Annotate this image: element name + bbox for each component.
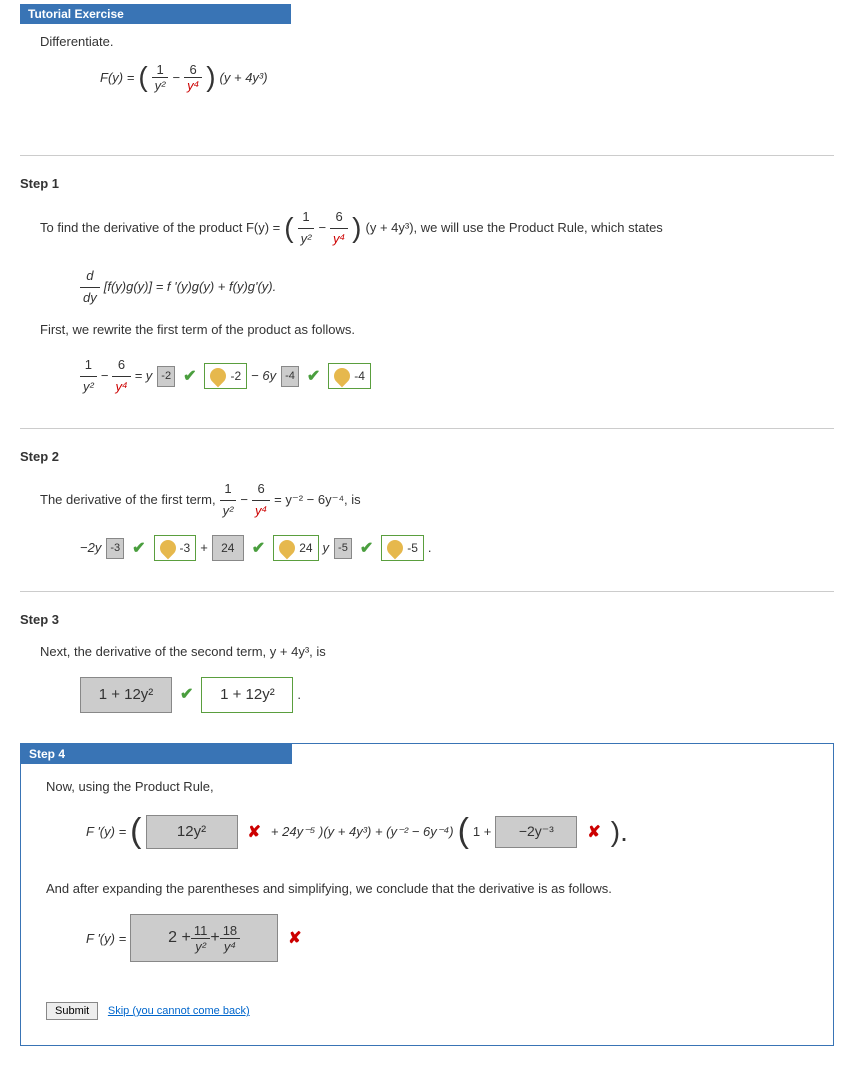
skip-link[interactable]: Skip (you cannot come back)	[108, 1005, 250, 1017]
step4-container: Step 4 Now, using the Product Rule, F '(…	[20, 743, 834, 1046]
step1-eq: = y	[135, 366, 153, 387]
step2-pre: −2y	[80, 538, 101, 559]
step1-key2: -4	[328, 363, 371, 389]
step1-key1: -2	[204, 363, 247, 389]
step2-mid: y	[323, 538, 330, 559]
step4-final-lhs: F '(y) =	[86, 931, 126, 946]
step2-k1: -3	[154, 535, 197, 561]
tutorial-header: Tutorial Exercise	[20, 4, 291, 24]
step4-title: Step 4	[21, 744, 292, 764]
key-icon	[276, 537, 299, 560]
instruction: Differentiate.	[40, 34, 814, 49]
step3-intro: Next, the derivative of the second term,…	[40, 642, 834, 663]
submit-button[interactable]: Submit	[46, 1002, 98, 1020]
step2-a2[interactable]: 24	[212, 535, 244, 561]
check-icon: ✔	[360, 536, 373, 562]
step4-final-ans[interactable]: 2 + 11y² + 18y⁴	[130, 914, 278, 962]
step4-intro: Now, using the Product Rule,	[46, 779, 808, 794]
problem-content: Differentiate. F(y) = ( 1y² − 6y⁴ ) (y +…	[0, 24, 854, 125]
step4-ans2[interactable]: −2y⁻³	[495, 816, 577, 848]
key-icon	[331, 365, 354, 388]
step1-ans1[interactable]: -2	[157, 366, 175, 388]
step2-k2: 24	[273, 535, 318, 561]
cross-icon: ✘	[248, 822, 261, 842]
check-icon: ✔	[180, 682, 193, 708]
cross-icon: ✘	[587, 822, 600, 842]
cross-icon: ✘	[288, 928, 301, 948]
key-icon	[156, 537, 179, 560]
check-icon: ✔	[252, 536, 265, 562]
step1-title: Step 1	[20, 176, 834, 191]
step2-title: Step 2	[20, 449, 834, 464]
step4-closing: ).	[611, 816, 628, 848]
step1-ans2[interactable]: -4	[281, 366, 299, 388]
check-icon: ✔	[183, 364, 196, 390]
step2-plus: +	[200, 538, 208, 559]
step1-intro-b: (y + 4y³), we will use the Product Rule,…	[366, 218, 663, 239]
product-rule: [f(y)g(y)] = f '(y)g(y) + f(y)g'(y).	[104, 277, 277, 298]
step3-title: Step 3	[20, 612, 834, 627]
step1-mid: − 6y	[251, 366, 276, 387]
step2-intro-b: = y⁻² − 6y⁻⁴, is	[274, 490, 361, 511]
step1-rewrite: First, we rewrite the first term of the …	[40, 320, 834, 341]
key-icon	[384, 537, 407, 560]
step3-key: 1 + 12y²	[201, 677, 293, 713]
step4-mid: + 24y⁻⁵ )(y + 4y³) + (y⁻² − 6y⁻⁴)	[271, 824, 454, 840]
step2-k3: -5	[381, 535, 424, 561]
step2-a3[interactable]: -5	[334, 538, 352, 560]
step4-expand: And after expanding the parentheses and …	[46, 881, 808, 896]
step4-lhs: F '(y) =	[86, 824, 126, 839]
step2-intro-a: The derivative of the first term,	[40, 490, 216, 511]
check-icon: ✔	[307, 364, 320, 390]
factor2: (y + 4y³)	[220, 70, 268, 85]
step3-ans[interactable]: 1 + 12y²	[80, 677, 172, 713]
step2-a1[interactable]: -3	[106, 538, 124, 560]
check-icon: ✔	[132, 536, 145, 562]
step1-intro-a: To find the derivative of the product F(…	[40, 218, 280, 239]
func-lhs: F(y) =	[100, 70, 134, 85]
key-icon	[207, 365, 230, 388]
step4-oneplus: 1 +	[473, 824, 491, 839]
step4-ans1[interactable]: 12y²	[146, 815, 238, 849]
